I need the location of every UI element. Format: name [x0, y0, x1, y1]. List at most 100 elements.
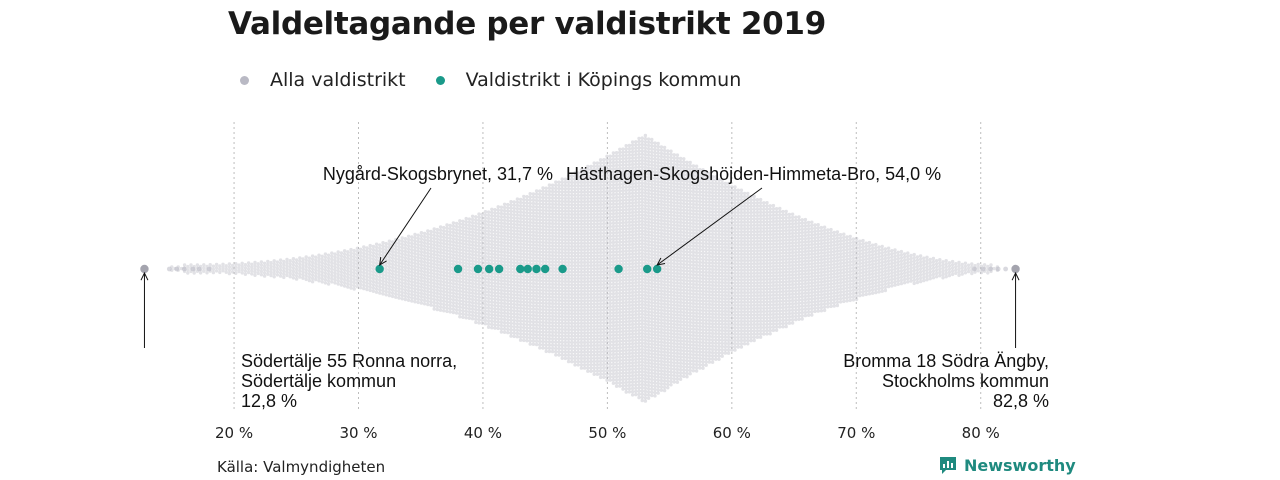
swarm-dot — [611, 381, 616, 385]
swarm-dot — [557, 273, 561, 277]
swarm-dot — [624, 153, 628, 157]
swarm-dot — [365, 255, 369, 260]
swarm-dot — [550, 346, 555, 351]
swarm-dot — [445, 290, 449, 294]
swarm-dot — [397, 296, 401, 300]
swarm-dot — [650, 349, 654, 353]
swarm-dot — [544, 218, 548, 222]
swarm-dot — [522, 271, 526, 275]
swarm-dot — [630, 233, 635, 237]
swarm-dot — [451, 285, 456, 289]
swarm-dot — [650, 192, 654, 196]
swarm-dot — [435, 250, 440, 254]
swarm-dot — [480, 289, 484, 293]
swarm-dot — [624, 201, 628, 205]
swarm-dot — [669, 341, 673, 345]
swarm-dot — [534, 336, 539, 340]
swarm-dot — [595, 235, 600, 239]
swarm-dot — [563, 299, 568, 303]
swarm-dot — [630, 204, 635, 208]
swarm-dot — [646, 230, 651, 234]
swarm-dot — [541, 336, 545, 341]
swarm-dot — [563, 180, 568, 185]
swarm-dot — [435, 247, 440, 251]
swarm-dot — [368, 285, 372, 289]
swarm-dot — [509, 228, 513, 233]
swarm-dot — [285, 257, 289, 262]
swarm-dot — [550, 250, 555, 255]
swarm-dot — [634, 271, 638, 275]
swarm-dot — [458, 244, 462, 249]
swarm-dot — [387, 255, 392, 259]
swarm-dot — [630, 278, 635, 282]
swarm-dot — [595, 241, 600, 245]
swarm-dot — [662, 254, 667, 258]
swarm-dot — [634, 229, 638, 234]
swarm-dot — [582, 251, 587, 255]
swarm-dot — [467, 252, 472, 256]
swarm-dot — [413, 293, 417, 297]
swarm-dot — [362, 274, 366, 278]
swarm-dot — [650, 259, 654, 263]
swarm-dot — [541, 211, 545, 216]
swarm-dot — [525, 207, 529, 212]
swarm-dot — [634, 264, 638, 269]
swarm-dot — [368, 263, 372, 267]
swarm-dot — [445, 245, 449, 250]
swarm-dot — [611, 365, 616, 369]
swarm-dot — [570, 177, 574, 181]
swarm-dot — [618, 246, 622, 251]
swarm-dot — [410, 276, 414, 281]
swarm-dot — [560, 334, 564, 338]
swarm-dot — [634, 252, 638, 256]
swarm-dot — [525, 287, 529, 292]
swarm-dot — [582, 356, 587, 361]
swarm-dot — [586, 279, 590, 284]
swarm-dot — [550, 349, 555, 354]
swarm-dot — [627, 243, 632, 247]
swarm-dot — [656, 340, 660, 344]
swarm-dot — [323, 252, 328, 256]
swarm-dot — [512, 232, 516, 236]
swarm-dot — [426, 270, 430, 275]
swarm-dot — [624, 224, 628, 228]
swarm-dot — [362, 261, 366, 265]
swarm-dot — [365, 252, 369, 256]
swarm-dot — [518, 216, 523, 221]
swarm-dot — [598, 257, 603, 261]
swarm-dot — [298, 265, 302, 270]
swarm-dot — [461, 261, 465, 265]
swarm-dot — [557, 244, 561, 248]
swarm-dot — [570, 232, 574, 236]
swarm-dot — [627, 374, 632, 378]
swarm-dot — [624, 275, 628, 279]
swarm-dot — [550, 298, 555, 303]
swarm-dot — [522, 204, 526, 208]
swarm-dot — [563, 321, 568, 325]
swarm-dot — [605, 276, 609, 280]
swarm-dot — [650, 179, 654, 183]
swarm-dot — [659, 180, 664, 184]
swarm-dot — [438, 286, 443, 290]
swarm-dot — [640, 203, 644, 207]
swarm-dot — [464, 245, 468, 250]
swarm-dot — [458, 231, 462, 236]
swarm-dot — [570, 193, 574, 197]
swarm-dot — [557, 231, 561, 236]
swarm-dot — [486, 325, 491, 329]
swarm-dot — [509, 267, 513, 271]
swarm-dot — [573, 318, 577, 322]
swarm-dot — [349, 276, 353, 281]
swarm-dot — [429, 252, 433, 256]
swarm-dot — [653, 339, 657, 344]
swarm-dot — [563, 193, 568, 197]
swarm-dot — [544, 308, 548, 312]
swarm-dot — [666, 366, 670, 371]
swarm-dot — [608, 336, 612, 341]
swarm-dot — [483, 283, 488, 287]
swarm-dot — [317, 263, 321, 267]
swarm-dot — [662, 299, 667, 303]
swarm-dot — [656, 173, 660, 178]
swarm-dot — [554, 337, 558, 341]
swarm-dot — [576, 225, 580, 229]
